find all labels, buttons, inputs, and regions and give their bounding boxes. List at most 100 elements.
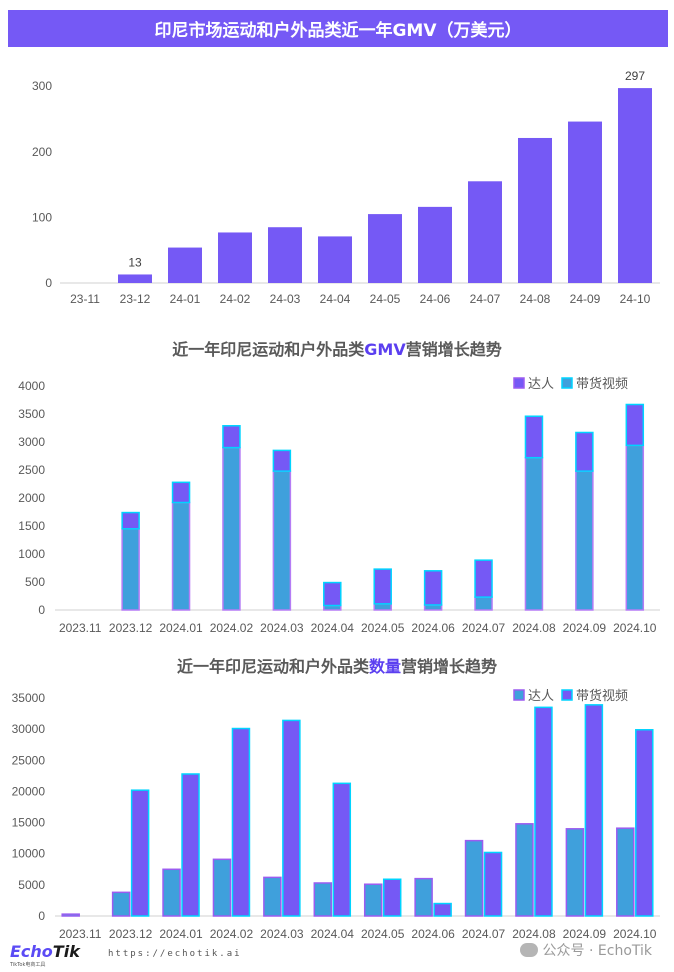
bar [368, 214, 402, 283]
x-tick-label: 2024.05 [361, 927, 405, 940]
x-tick-label: 2024.08 [512, 621, 556, 635]
bar-segment [575, 431, 594, 472]
x-tick-label: 2024.03 [260, 621, 304, 635]
bar [534, 706, 553, 917]
y-tick-label: 4000 [18, 379, 45, 393]
bar [418, 206, 452, 283]
data-label: 297 [625, 69, 645, 83]
y-tick-label: 25000 [12, 753, 46, 767]
x-tick-label: 2024.10 [613, 621, 657, 635]
bar [212, 858, 232, 917]
y-tick-label: 100 [32, 210, 52, 224]
bar-segment [524, 456, 544, 611]
legend-label: 达人 [528, 377, 554, 392]
x-tick-label: 2024.09 [563, 927, 607, 940]
x-tick-label: 24-07 [470, 292, 501, 306]
x-tick-label: 2024.03 [260, 927, 304, 940]
y-tick-label: 0 [38, 909, 45, 923]
x-tick-label: 2024.10 [613, 927, 657, 940]
bar [313, 882, 333, 917]
footer: EchoTik TikTok电商工具 https://echotik.ai 公众… [0, 940, 674, 972]
legend-swatch [561, 689, 573, 701]
x-tick-label: 2023.11 [59, 927, 102, 940]
bar [332, 782, 352, 917]
gmv-bar-chart: 0 100 200 300 23-11 23-12 13 24-01 24-02 24-03 24-… [32, 69, 660, 306]
watermark-text: 公众号 · EchoTik [542, 943, 652, 959]
logo-subtitle: TikTok电商工具 [10, 962, 46, 968]
x-tick-label: 2024.08 [512, 927, 556, 940]
x-tick-label: 24-01 [170, 292, 201, 306]
echotik-logo[interactable]: EchoTik [10, 942, 80, 961]
bar-segment [524, 415, 544, 459]
bar [282, 719, 301, 917]
bar-segment [121, 528, 140, 611]
x-tick-label: 24-09 [570, 292, 601, 306]
legend-swatch [513, 689, 525, 701]
bar [414, 877, 433, 917]
bar [168, 247, 202, 283]
bar-segment [222, 425, 241, 449]
x-tick-label: 2023.12 [109, 927, 153, 940]
y-tick-label: 30000 [12, 722, 46, 736]
x-tick-label: 24-03 [270, 292, 301, 306]
x-tick-label: 24-06 [420, 292, 451, 306]
x-tick-label: 2024.02 [210, 621, 254, 635]
x-tick-label: 2024.01 [159, 621, 203, 635]
x-tick-label: 2024.06 [411, 927, 455, 940]
chart-title: 近一年印尼运动和户外品类GMV营销增长趋势 [172, 340, 501, 359]
bar [568, 121, 602, 283]
bar-segment [272, 449, 292, 472]
bar [130, 789, 150, 917]
bar [616, 827, 635, 917]
bar-segment [423, 570, 443, 606]
x-tick-label: 2024.09 [563, 621, 607, 635]
bar-segment [625, 444, 645, 611]
y-tick-label: 1500 [18, 519, 45, 533]
bar [565, 828, 585, 917]
x-tick-label: 2024.07 [462, 927, 506, 940]
bar [483, 851, 503, 917]
x-tick-label: 23-11 [70, 292, 100, 306]
site-url[interactable]: https://echotik.ai [108, 949, 242, 959]
y-tick-label: 2000 [18, 491, 45, 505]
bar-segment [575, 470, 594, 611]
bar [263, 876, 282, 917]
y-tick-label: 2500 [18, 463, 45, 477]
wechat-icon [519, 943, 538, 957]
bar [118, 274, 152, 283]
bar [162, 868, 181, 917]
y-tick-label: 35000 [12, 691, 46, 705]
bar [618, 88, 652, 283]
y-tick-label: 0 [45, 276, 52, 290]
bar [518, 137, 552, 283]
chart-title-banner: 印尼市场运动和户外品类近一年GMV（万美元） [8, 10, 668, 47]
bar [318, 236, 352, 283]
legend-label: 带货视频 [576, 376, 628, 392]
y-tick-label: 500 [25, 575, 45, 589]
y-tick-label: 3000 [18, 435, 45, 449]
bar [181, 773, 200, 917]
bar-segment [373, 603, 392, 611]
bar [635, 729, 654, 917]
x-tick-label: 2024.02 [210, 927, 254, 940]
bar-segment [474, 559, 493, 598]
chart-title: 近一年印尼运动和户外品类数量营销增长趋势 [177, 657, 497, 676]
x-tick-label: 2024.04 [311, 621, 355, 635]
bar-segment [121, 511, 140, 530]
x-tick-label: 2023.12 [109, 621, 153, 635]
x-tick-label: 24-10 [620, 292, 651, 306]
x-tick-label: 24-05 [370, 292, 401, 306]
watermark: 公众号 · EchoTik [519, 940, 652, 960]
bar [464, 839, 484, 917]
bar [382, 878, 402, 917]
y-tick-label: 0 [38, 603, 45, 617]
bar [231, 727, 251, 917]
bar [363, 883, 383, 917]
bar-segment [171, 481, 191, 504]
bar-segment [625, 403, 645, 447]
y-tick-label: 200 [32, 145, 52, 159]
bar-segment [474, 596, 493, 611]
bar [61, 913, 80, 917]
